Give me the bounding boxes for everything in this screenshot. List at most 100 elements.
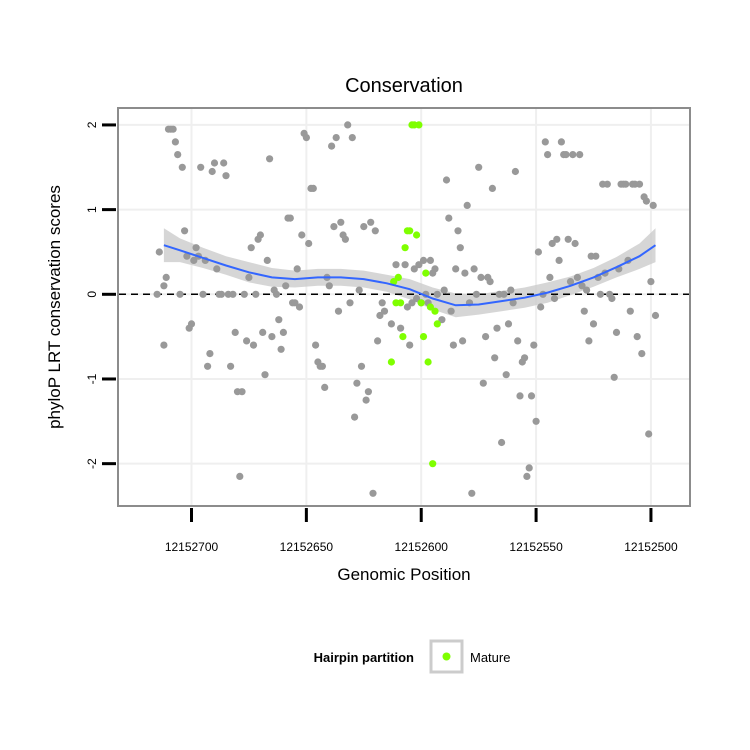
gray-point-124 <box>452 265 460 273</box>
gray-point-148 <box>507 286 515 294</box>
gray-point-7 <box>169 125 177 133</box>
legend-title: Hairpin partition <box>314 650 414 665</box>
gray-point-120 <box>442 176 451 184</box>
mature-point-11 <box>413 231 421 239</box>
gray-point-8 <box>171 138 179 146</box>
gray-point-133 <box>472 290 480 298</box>
gray-point-116 <box>431 265 439 273</box>
gray-point-205 <box>638 350 646 358</box>
plot-area <box>117 107 691 507</box>
gray-point-103 <box>401 261 409 269</box>
gray-point-169 <box>555 256 563 264</box>
gray-point-12 <box>181 227 189 235</box>
mature-point-18 <box>429 460 437 468</box>
chart-title: Conservation <box>345 75 463 97</box>
gray-point-56 <box>282 282 290 290</box>
gray-point-60 <box>291 299 299 307</box>
gray-point-102 <box>397 324 405 332</box>
gray-point-61 <box>293 265 301 273</box>
mature-point-16 <box>424 358 432 366</box>
gray-point-90 <box>360 223 368 231</box>
legend: Hairpin partition Mature <box>314 639 510 674</box>
mature-point-5 <box>399 333 407 341</box>
gray-point-211 <box>651 311 660 320</box>
gray-point-82 <box>341 235 349 243</box>
y-tick-label-0: -2 <box>85 458 99 469</box>
gray-point-155 <box>523 472 531 480</box>
mature-point-14 <box>419 333 428 341</box>
gray-point-119 <box>440 286 448 294</box>
mature-point-8 <box>406 227 414 235</box>
mature-point-3 <box>394 273 402 281</box>
gray-point-177 <box>573 273 582 281</box>
gray-point-139 <box>486 278 494 286</box>
gray-point-144 <box>498 438 506 447</box>
gray-point-43 <box>252 290 260 298</box>
gray-point-92 <box>364 388 372 396</box>
gray-point-41 <box>247 244 255 252</box>
gray-point-25 <box>210 159 219 167</box>
gray-point-157 <box>527 392 536 400</box>
gray-point-158 <box>530 341 538 349</box>
gray-point-73 <box>321 383 329 391</box>
gray-point-176 <box>571 239 579 248</box>
mature-point-17 <box>426 303 434 311</box>
gray-point-22 <box>204 362 212 370</box>
gray-point-4 <box>162 273 170 281</box>
gray-point-173 <box>564 235 572 243</box>
gray-point-13 <box>183 252 191 260</box>
mature-point-15 <box>422 269 430 277</box>
gray-point-147 <box>504 320 513 328</box>
gray-point-79 <box>334 307 343 315</box>
smooth-line <box>163 244 657 307</box>
gray-point-203 <box>633 333 641 341</box>
gray-point-78 <box>332 134 340 142</box>
gray-point-111 <box>419 256 428 264</box>
gray-point-28 <box>217 290 225 298</box>
x-tick-label-4: 12152500 <box>624 540 678 554</box>
gray-point-26 <box>213 265 221 273</box>
gray-point-9 <box>174 151 182 159</box>
gray-point-166 <box>548 239 556 248</box>
gray-point-187 <box>596 290 605 298</box>
gray-point-37 <box>238 388 246 396</box>
gray-point-2 <box>155 248 163 256</box>
gray-point-80 <box>337 218 345 226</box>
gray-point-160 <box>534 248 543 256</box>
gray-point-136 <box>479 379 487 387</box>
mature-points <box>387 121 441 468</box>
gray-point-47 <box>261 371 269 379</box>
mature-point-12 <box>415 121 423 129</box>
gray-point-200 <box>626 307 634 315</box>
y-tick-label-2: 0 <box>85 291 99 298</box>
gray-point-65 <box>302 134 310 142</box>
gray-point-140 <box>488 184 496 192</box>
gray-point-52 <box>272 290 281 298</box>
grid-lines <box>119 109 689 505</box>
gray-point-137 <box>482 333 490 341</box>
gray-point-105 <box>406 341 414 349</box>
gray-point-32 <box>227 362 235 370</box>
gray-point-106 <box>408 299 416 307</box>
gray-point-1 <box>153 290 161 298</box>
gray-point-123 <box>449 341 457 349</box>
gray-point-40 <box>245 273 253 281</box>
gray-point-109 <box>415 261 423 269</box>
gray-point-141 <box>491 354 499 362</box>
gray-point-129 <box>463 201 471 209</box>
gray-point-49 <box>266 155 274 163</box>
gray-point-193 <box>610 373 618 381</box>
gray-point-86 <box>351 413 359 421</box>
x-tick-label-1: 12152650 <box>280 540 334 554</box>
gray-point-55 <box>279 328 287 336</box>
gray-point-131 <box>468 489 476 497</box>
gray-point-178 <box>576 151 584 159</box>
x-axis: 12152700 12152650 12152600 12152550 12152500 <box>165 508 678 554</box>
gray-point-50 <box>268 333 276 341</box>
gray-point-83 <box>344 121 352 129</box>
gray-point-170 <box>557 138 566 146</box>
gray-point-75 <box>325 282 333 290</box>
legend-label-mature: Mature <box>470 650 510 665</box>
gray-point-108 <box>413 294 421 303</box>
mature-point-13 <box>417 299 425 307</box>
